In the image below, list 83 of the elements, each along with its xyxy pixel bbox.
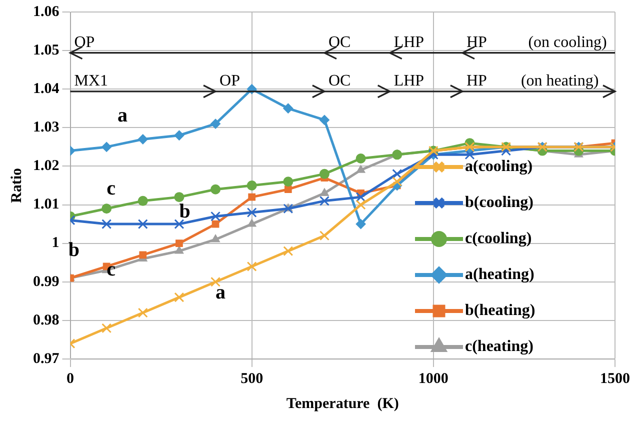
y-tick-label: 1.02 — [33, 158, 60, 174]
point — [246, 261, 257, 272]
point — [174, 292, 184, 302]
annotation: OP — [74, 34, 95, 52]
point — [210, 184, 221, 194]
point — [356, 192, 366, 202]
annotation: HP — [466, 72, 488, 90]
y-tick-label: 1.03 — [33, 120, 60, 136]
annotation: (on cooling) — [528, 34, 607, 52]
annotation: OC — [328, 72, 351, 90]
point — [392, 150, 402, 160]
point — [210, 118, 221, 129]
point — [319, 230, 330, 241]
point — [174, 219, 184, 230]
point — [464, 150, 475, 160]
y-tick-label: 1.06 — [33, 4, 60, 20]
annotation: OP — [220, 72, 240, 90]
legend-label: a(heating) — [465, 266, 534, 284]
point — [319, 196, 330, 206]
point — [139, 251, 147, 259]
point — [174, 130, 184, 140]
legend-label: c(heating) — [465, 338, 534, 356]
point — [102, 204, 112, 214]
annotation: b — [68, 239, 80, 262]
annotation: (on heating) — [520, 72, 599, 90]
y-tick-label: 1.05 — [33, 42, 60, 58]
point — [283, 204, 294, 214]
legend-label: c(cooling) — [465, 230, 532, 248]
point — [174, 192, 184, 202]
point — [174, 246, 184, 254]
point — [356, 154, 366, 164]
annotation: c — [106, 178, 116, 200]
x-tick-label: 1500 — [600, 370, 630, 387]
annotation: OC — [328, 34, 351, 52]
point — [102, 323, 112, 334]
point — [319, 168, 330, 179]
x-tick-label: 0 — [66, 370, 74, 387]
point — [138, 134, 148, 144]
legend-label: b(cooling) — [465, 194, 534, 212]
point — [138, 196, 148, 206]
point — [392, 176, 402, 187]
point — [283, 103, 294, 114]
point — [102, 142, 112, 152]
annotation: a — [216, 282, 226, 304]
y-axis-title: Ratio — [8, 168, 25, 203]
point — [283, 246, 294, 256]
y-tick-label: 1.01 — [33, 196, 60, 213]
point — [248, 193, 256, 201]
point — [246, 207, 257, 218]
annotation: a — [117, 104, 128, 126]
point — [246, 180, 257, 190]
annotation: LHP — [394, 72, 424, 90]
annotation: b — [179, 200, 190, 223]
point — [284, 186, 292, 194]
annotation: HP — [466, 34, 488, 52]
point — [320, 188, 329, 196]
legend-label: b(heating) — [465, 302, 536, 320]
annotation: LHP — [394, 34, 424, 52]
point — [356, 219, 366, 230]
x-axis-title: Temperature (K) — [286, 396, 399, 412]
y-tick-label: 0.99 — [33, 274, 60, 290]
point — [283, 176, 294, 187]
point — [212, 220, 220, 228]
point — [138, 219, 148, 230]
point — [356, 165, 366, 173]
point — [356, 200, 366, 210]
point — [319, 114, 330, 125]
point — [138, 308, 148, 318]
x-tick-label: 1000 — [418, 370, 448, 387]
point — [210, 211, 221, 222]
y-tick-label: 0.97 — [33, 350, 60, 367]
y-tick-label: 1 — [52, 235, 60, 252]
point — [102, 219, 112, 230]
x-tick-label: 500 — [240, 370, 264, 387]
point — [210, 276, 221, 287]
legend-label: a(cooling) — [465, 158, 533, 176]
y-tick-label: 1.04 — [33, 80, 60, 97]
annotation: c — [106, 258, 116, 280]
point — [211, 234, 220, 242]
annotation: MX1 — [74, 72, 108, 90]
point — [392, 168, 402, 179]
point — [176, 240, 183, 248]
y-tick-label: 0.98 — [33, 312, 60, 328]
